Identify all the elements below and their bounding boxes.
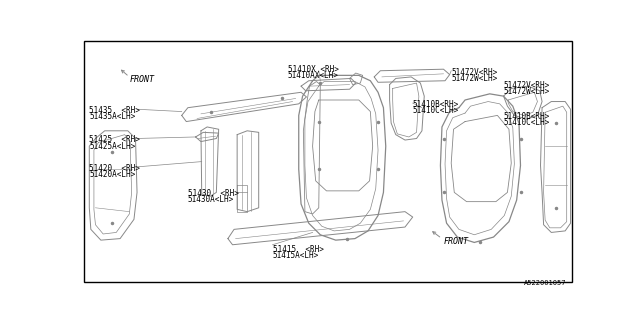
Text: 51472V<RH>: 51472V<RH> bbox=[504, 81, 550, 90]
Text: FRONT: FRONT bbox=[444, 237, 468, 246]
Text: 51410AX<LH>: 51410AX<LH> bbox=[288, 71, 339, 80]
Text: 51415  <RH>: 51415 <RH> bbox=[273, 245, 323, 254]
Text: 51410C<LH>: 51410C<LH> bbox=[413, 106, 459, 115]
Text: 51420A<LH>: 51420A<LH> bbox=[90, 170, 136, 179]
Text: FRONT: FRONT bbox=[130, 75, 155, 84]
Text: 51472W<LH>: 51472W<LH> bbox=[504, 87, 550, 96]
Text: 51435A<LH>: 51435A<LH> bbox=[90, 112, 136, 121]
Text: 51425  <RH>: 51425 <RH> bbox=[90, 135, 140, 144]
Text: 51435  <RH>: 51435 <RH> bbox=[90, 106, 140, 115]
Text: 51410C<LH>: 51410C<LH> bbox=[504, 118, 550, 127]
Text: 51425A<LH>: 51425A<LH> bbox=[90, 141, 136, 151]
Text: 51472V<RH>: 51472V<RH> bbox=[451, 68, 497, 77]
Text: 51415A<LH>: 51415A<LH> bbox=[273, 251, 319, 260]
Text: 51410B<RH>: 51410B<RH> bbox=[413, 100, 459, 109]
Text: 51430A<LH>: 51430A<LH> bbox=[188, 196, 234, 204]
Text: 51410X <RH>: 51410X <RH> bbox=[288, 65, 339, 74]
Text: A522001057: A522001057 bbox=[524, 280, 566, 286]
Text: 51420  <RH>: 51420 <RH> bbox=[90, 164, 140, 173]
Text: 51472W<LH>: 51472W<LH> bbox=[451, 74, 497, 83]
Text: 51430  <RH>: 51430 <RH> bbox=[188, 189, 239, 198]
Text: 51410B<RH>: 51410B<RH> bbox=[504, 112, 550, 121]
